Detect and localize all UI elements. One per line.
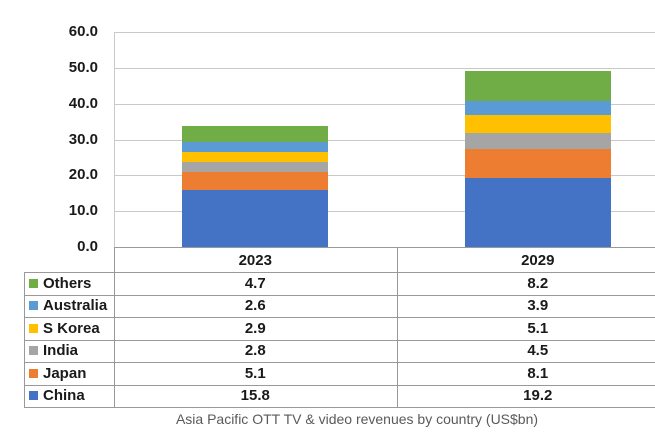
legend-cell-japan: Japan: [24, 362, 114, 385]
table-col-divider: [114, 247, 115, 407]
table-row-line: [24, 339, 655, 341]
legend-cell-india: India: [24, 340, 114, 363]
legend-cell-australia: Australia: [24, 295, 114, 318]
bar-segment-china: [464, 178, 611, 247]
legend-label-japan: Japan: [43, 364, 87, 382]
table-row-line: [24, 384, 655, 386]
table-value-australia-2023: 2.6: [244, 297, 266, 315]
bar-segment-others: [464, 71, 611, 101]
legend-label-australia: Australia: [43, 297, 108, 315]
y-axis-tick-label: 60.0: [68, 23, 98, 40]
y-axis-tick-label: 30.0: [68, 130, 98, 148]
category-header-2029: 2029: [521, 251, 555, 269]
y-axis-tick-label: 50.0: [68, 58, 98, 76]
bar-segment-india: [182, 162, 329, 173]
y-axis-tick-label: 0.0: [77, 238, 98, 255]
table-value-japan-2023: 5.1: [244, 364, 266, 382]
table-left-border: [24, 272, 25, 407]
legend-cell-others: Others: [24, 272, 114, 295]
legend-label-china: China: [43, 387, 85, 405]
plot-left-border: [114, 32, 115, 247]
y-axis-tick-label: 10.0: [68, 202, 98, 220]
legend-swatch-china: [29, 391, 38, 401]
table-row-line: [24, 294, 655, 296]
table-value-others-2029: 8.2: [527, 274, 549, 292]
table-value-japan-2029: 8.1: [527, 364, 549, 382]
chart-caption: Asia Pacific OTT TV & video revenues by …: [175, 411, 539, 427]
table-row-line: [24, 362, 655, 363]
gridline: [114, 139, 655, 141]
table-value-others-2023: 4.7: [244, 274, 266, 292]
y-axis-tick-label: 20.0: [68, 166, 98, 184]
gridline: [114, 32, 655, 33]
table-value-india-2023: 2.8: [244, 342, 266, 360]
bar-segment-japan: [464, 149, 611, 179]
bar-segment-india: [464, 133, 611, 150]
table-value-s-korea-2023: 2.9: [244, 319, 266, 337]
gridline: [114, 67, 655, 69]
table-row-line: [24, 317, 655, 318]
legend-swatch-australia: [29, 301, 38, 311]
table-value-china-2029: 19.2: [523, 387, 553, 405]
bar-segment-australia: [182, 142, 329, 152]
gridline: [114, 103, 655, 105]
table-row-line: [24, 272, 655, 273]
bar-segment-others: [182, 125, 329, 143]
legend-swatch-s-korea: [29, 323, 38, 333]
bar-segment-s-korea: [182, 151, 329, 163]
gridline: [114, 175, 655, 177]
bar-segment-china: [182, 190, 329, 247]
y-axis-tick-label: 40.0: [68, 94, 98, 112]
legend-label-india: India: [43, 342, 79, 360]
bar-segment-australia: [464, 100, 611, 115]
legend-label-others: Others: [43, 274, 92, 292]
legend-swatch-india: [29, 346, 38, 356]
legend-cell-s-korea: S Korea: [24, 317, 114, 340]
legend-swatch-others: [29, 278, 38, 288]
table-value-india-2029: 4.5: [527, 342, 549, 360]
table-value-china-2023: 15.8: [240, 387, 270, 405]
bar-segment-s-korea: [464, 114, 611, 134]
legend-label-s-korea: S Korea: [43, 319, 100, 337]
table-value-australia-2029: 3.9: [527, 297, 549, 315]
legend-swatch-japan: [29, 368, 38, 378]
category-header-2023: 2023: [238, 251, 272, 269]
table-bottom-line: [24, 407, 655, 408]
x-axis-line: [114, 247, 655, 248]
bar-segment-japan: [182, 172, 329, 191]
legend-cell-china: China: [24, 385, 114, 408]
gridline: [114, 211, 655, 213]
table-col-divider: [396, 247, 398, 407]
table-value-s-korea-2029: 5.1: [527, 319, 549, 337]
